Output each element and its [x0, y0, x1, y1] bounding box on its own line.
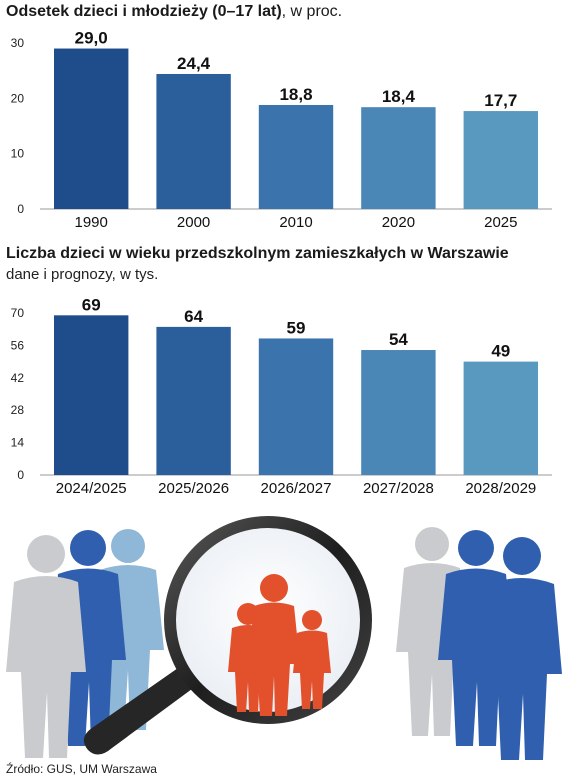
people-group-icon: [396, 527, 562, 760]
x-category-label: 2010: [279, 214, 312, 231]
x-category-label: 2024/2025: [56, 480, 127, 497]
source-note: Źródło: GUS, UM Warszawa: [6, 762, 157, 776]
bar: [463, 111, 538, 209]
people-group-icon: [6, 529, 164, 758]
x-category-label: 2025: [484, 214, 517, 231]
y-tick-label: 56: [11, 338, 25, 352]
x-category-label: 2027/2028: [363, 480, 434, 497]
y-tick-label: 28: [11, 403, 25, 417]
bar-value-label: 29,0: [75, 29, 108, 48]
bar-value-label: 24,4: [177, 54, 211, 73]
x-category-label: 2025/2026: [158, 480, 229, 497]
bar: [258, 338, 334, 475]
bar-value-label: 69: [82, 295, 101, 314]
bar: [258, 104, 334, 209]
x-category-label: 2020: [382, 214, 415, 231]
bar: [156, 73, 231, 209]
bar-value-label: 17,7: [484, 91, 517, 110]
x-category-label: 2000: [177, 214, 210, 231]
magnifying-glass-icon: [83, 516, 372, 755]
y-tick-label: 30: [11, 36, 25, 50]
bar: [361, 107, 436, 209]
y-tick-label: 14: [11, 436, 25, 450]
chart1: 0 10 20 30 29,0 1990 24,4 2000 18,8 2010 18,4 2020 1…: [11, 29, 552, 231]
y-tick-label: 0: [17, 468, 24, 482]
y-tick-label: 20: [11, 91, 25, 105]
chart2: 0 14 28 42 56 70 69 2024/2025 64 2025/2026 59 2026/…: [11, 295, 552, 497]
bar-value-label: 59: [287, 318, 306, 337]
bar-value-label: 49: [491, 342, 510, 361]
bar-value-label: 18,8: [279, 85, 312, 104]
y-tick-label: 0: [17, 202, 24, 216]
bar-value-label: 54: [389, 330, 408, 349]
y-tick-label: 42: [11, 371, 25, 385]
y-tick-label: 10: [11, 147, 25, 161]
bar: [54, 315, 129, 475]
bar: [361, 350, 436, 475]
chart1-title: Odsetek dzieci i młodzieży (0–17 lat), w…: [6, 3, 343, 20]
x-category-label: 2026/2027: [261, 480, 332, 497]
x-category-label: 1990: [75, 214, 108, 231]
bar: [463, 361, 538, 475]
chart2-subtitle: dane i prognozy, w tys.: [6, 266, 159, 283]
bar: [54, 48, 129, 210]
chart2-title: Liczba dzieci w wieku przedszkolnym zami…: [6, 245, 509, 262]
y-tick-label: 70: [11, 306, 25, 320]
bar-value-label: 64: [184, 307, 203, 326]
people-magnifier-illustration: [6, 516, 562, 760]
bar-value-label: 18,4: [382, 87, 416, 106]
x-category-label: 2028/2029: [465, 480, 536, 497]
bar: [156, 326, 231, 475]
